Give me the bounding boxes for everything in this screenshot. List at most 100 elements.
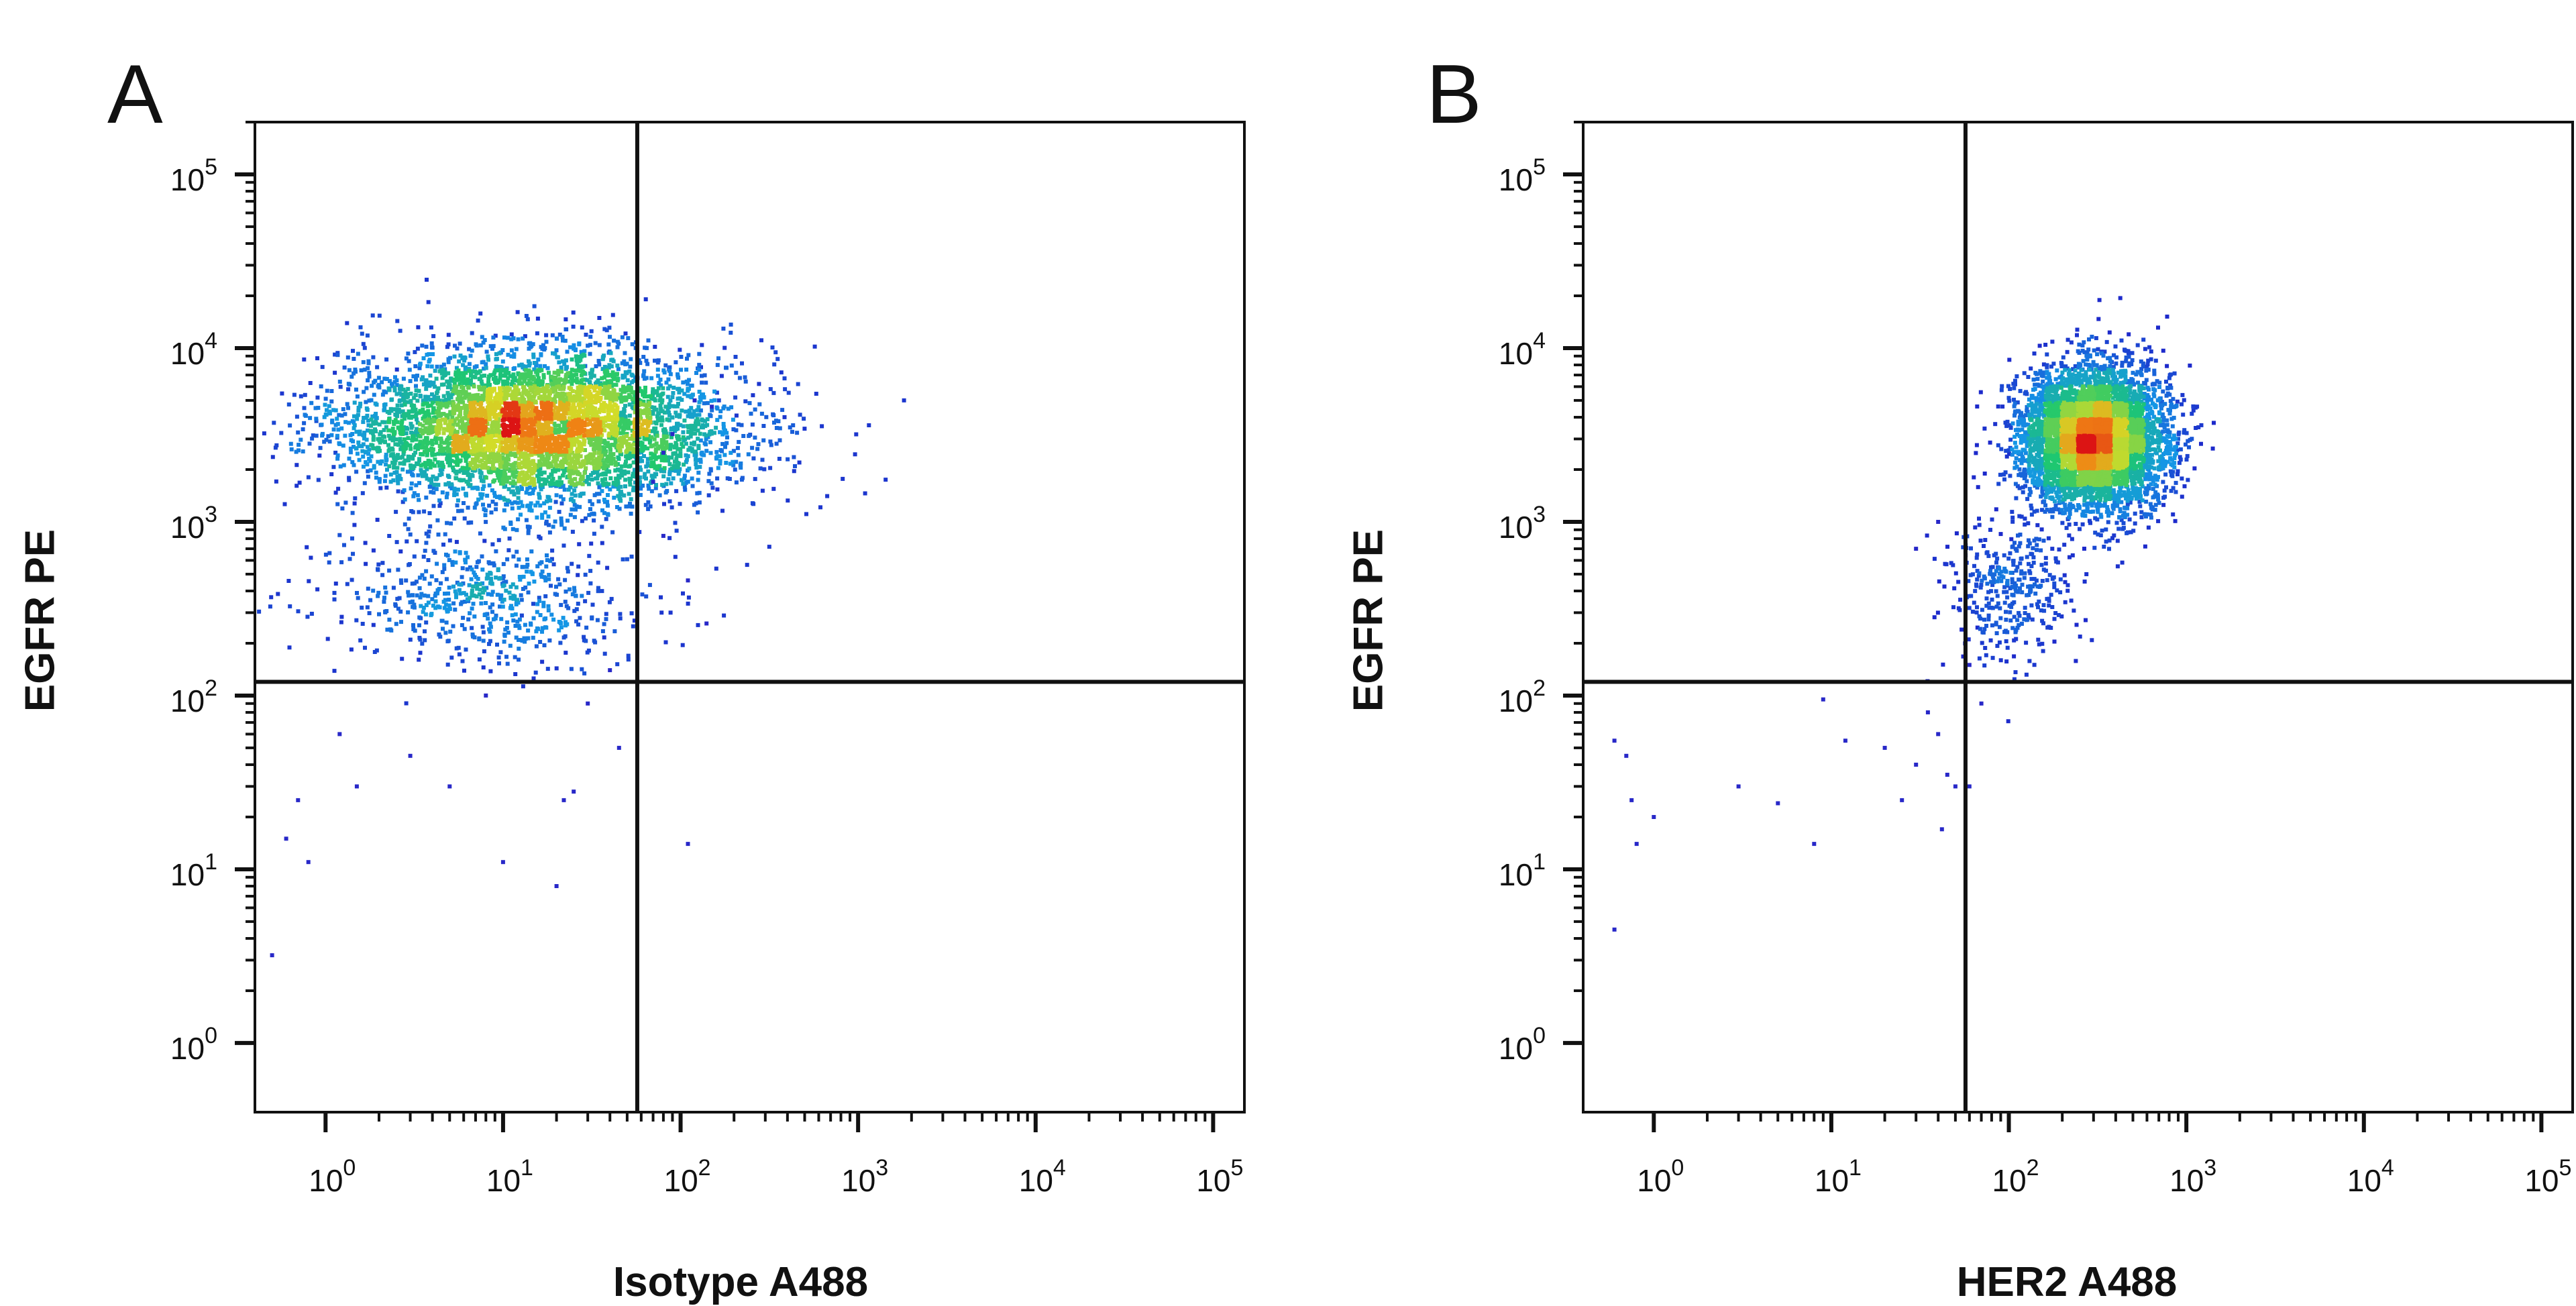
data-point: [646, 338, 651, 343]
data-point: [602, 498, 606, 502]
data-point: [464, 551, 468, 555]
data-point: [721, 425, 726, 430]
data-point: [777, 426, 782, 431]
data-point: [435, 561, 439, 566]
data-point: [413, 364, 418, 368]
data-point: [523, 637, 528, 641]
data-point: [297, 443, 301, 447]
data-point: [408, 443, 413, 447]
data-point: [498, 478, 502, 482]
data-point: [490, 404, 494, 409]
data-point: [478, 453, 483, 457]
data-point: [470, 474, 475, 478]
data-point: [689, 431, 694, 436]
data-point: [511, 470, 516, 475]
data-point: [546, 455, 551, 460]
data-point: [659, 468, 663, 472]
data-point: [383, 474, 388, 478]
data-point: [547, 530, 552, 535]
data-point: [468, 483, 473, 488]
data-point: [619, 392, 623, 397]
data-point: [698, 398, 703, 402]
data-point: [550, 548, 555, 553]
data-point: [509, 604, 513, 608]
data-point: [686, 480, 690, 484]
data-point: [445, 491, 449, 496]
data-point: [465, 382, 470, 387]
data-point: [422, 509, 427, 514]
data-point: [460, 371, 464, 376]
data-point: [392, 388, 397, 392]
data-point: [519, 455, 524, 459]
data-point: [437, 431, 441, 435]
data-point: [406, 436, 411, 441]
data-point: [386, 386, 391, 391]
data-point: [701, 395, 706, 400]
data-point: [473, 411, 478, 415]
data-point: [435, 460, 440, 465]
data-point: [680, 388, 684, 393]
data-point: [656, 386, 661, 390]
data-point: [663, 490, 668, 495]
data-point: [725, 476, 730, 481]
data-point: [308, 416, 313, 421]
data-point: [453, 388, 458, 392]
data-point: [549, 472, 554, 477]
data-point: [731, 427, 736, 431]
data-point: [532, 468, 537, 473]
data-point: [587, 553, 592, 558]
data-point: [439, 436, 443, 441]
data-point: [559, 625, 564, 630]
data-point: [513, 672, 518, 676]
data-point: [455, 397, 460, 402]
data-point: [384, 452, 388, 457]
data-point: [618, 431, 623, 435]
data-point: [643, 445, 647, 449]
data-point: [498, 604, 502, 609]
data-point: [575, 356, 580, 360]
data-point: [629, 611, 634, 616]
data-point: [708, 440, 712, 445]
data-point: [514, 388, 519, 393]
data-point: [457, 588, 462, 592]
data-point: [734, 428, 739, 433]
data-point: [535, 372, 540, 377]
data-point: [458, 353, 463, 358]
data-point: [767, 545, 771, 549]
data-point: [596, 499, 601, 504]
data-point: [335, 456, 340, 461]
data-point: [519, 613, 524, 618]
data-point: [468, 463, 473, 468]
data-point: [492, 458, 497, 463]
data-point: [442, 441, 447, 445]
data-point: [604, 415, 608, 420]
data-point: [438, 420, 443, 425]
data-point: [333, 423, 338, 427]
data-point: [449, 377, 453, 382]
data-point: [501, 382, 506, 387]
data-point: [539, 472, 543, 477]
data-point: [623, 418, 627, 423]
data-point: [661, 428, 665, 433]
data-point: [451, 465, 455, 470]
data-point: [738, 463, 743, 468]
data-point: [484, 461, 488, 465]
data-point: [410, 582, 415, 586]
data-point: [589, 329, 594, 333]
data-point: [446, 333, 451, 337]
data-point: [423, 411, 428, 416]
data-point: [453, 607, 458, 612]
data-point: [460, 623, 464, 627]
data-point: [686, 353, 691, 358]
data-point: [543, 364, 547, 368]
data-point: [649, 489, 654, 494]
data-point: [547, 638, 552, 643]
data-point: [447, 396, 451, 401]
data-point: [690, 449, 695, 453]
data-point: [467, 362, 472, 366]
data-point: [570, 529, 575, 534]
data-point: [398, 440, 402, 445]
data-point: [551, 476, 555, 481]
data-point: [469, 378, 473, 383]
data-point: [532, 482, 537, 486]
